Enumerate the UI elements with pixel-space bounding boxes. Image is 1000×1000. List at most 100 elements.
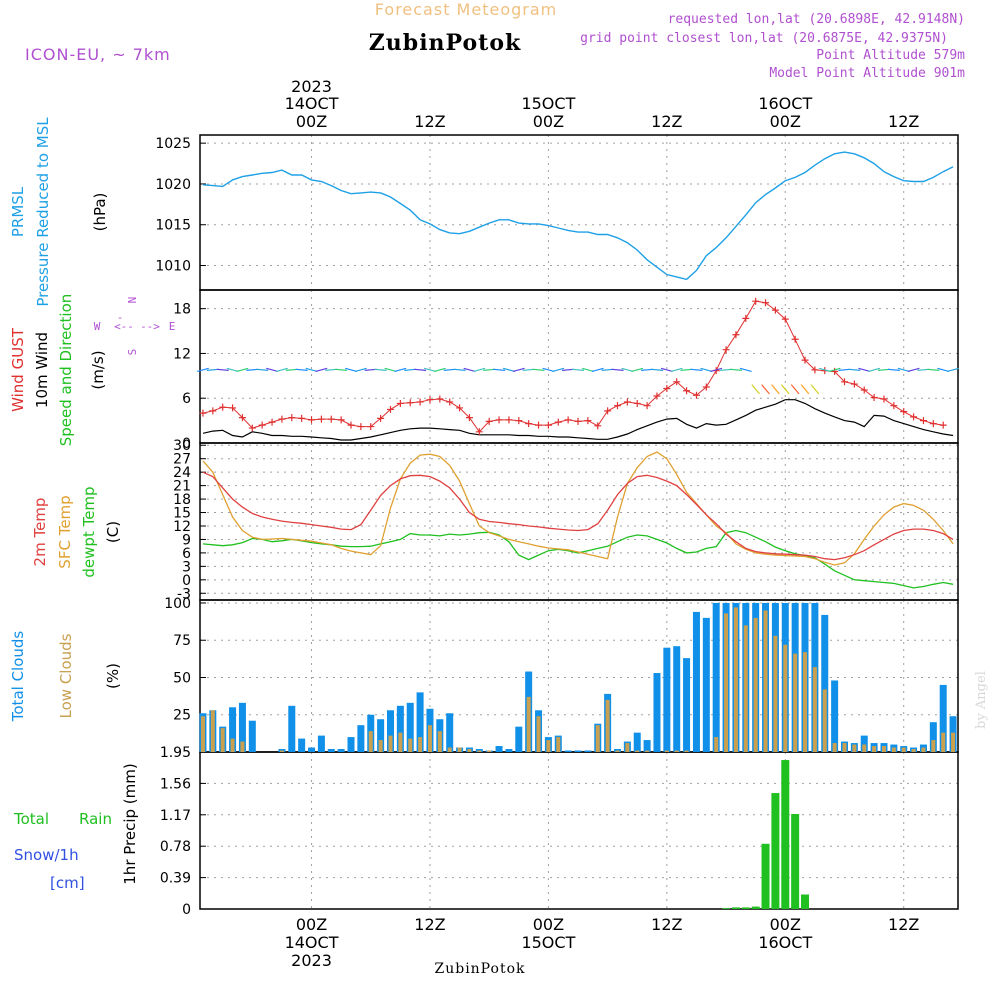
y-tick-label: 6	[182, 391, 191, 407]
low-clouds-bar	[388, 735, 393, 752]
gust-marker	[643, 402, 651, 410]
total-clouds-bar	[633, 732, 641, 752]
wind-gust-label: Wind GUST	[9, 327, 27, 412]
total-clouds-bar	[386, 710, 394, 752]
low-clouds-bar	[220, 728, 225, 752]
gust-marker	[347, 421, 355, 429]
gust-marker	[199, 409, 207, 417]
total-clouds-bar	[831, 680, 839, 752]
total-clouds-bar	[337, 749, 345, 752]
y-tick-label: 50	[173, 670, 191, 686]
total-clouds-bar	[613, 749, 621, 752]
wind-direction-arrow	[433, 367, 446, 372]
gust-marker	[604, 407, 612, 415]
gust-marker	[337, 416, 345, 424]
total-clouds-bar	[564, 750, 572, 752]
panel-frame	[199, 751, 959, 910]
total-clouds-bar	[347, 737, 355, 752]
total-clouds-bar	[475, 749, 483, 752]
panel-frame	[199, 134, 959, 291]
low-clouds-bar	[743, 625, 748, 752]
gust-marker	[544, 421, 552, 429]
gust-marker	[742, 314, 750, 322]
bottom-time-label: 00Z	[770, 915, 801, 934]
gust-marker	[475, 428, 483, 436]
wind-direction-arrow	[345, 367, 357, 372]
gust-marker	[673, 378, 681, 386]
wind-direction-arrow	[453, 368, 466, 371]
point-altitude: Point Altitude 579m	[816, 48, 965, 63]
low-clouds-bar	[881, 746, 886, 752]
grid-point: grid point closest lon,lat (20.6875E, 42…	[580, 31, 948, 46]
gust-marker	[781, 315, 789, 323]
total-clouds-bar	[377, 719, 385, 752]
gust-marker	[505, 416, 513, 424]
gust-marker	[308, 416, 316, 424]
wind-direction-arrow	[374, 368, 387, 371]
gust-marker	[357, 423, 365, 431]
compass-south-label: S	[126, 349, 139, 356]
low-clouds-bar	[605, 699, 610, 752]
gust-marker	[683, 387, 691, 395]
wind-direction-arrow	[216, 368, 229, 371]
gust-marker	[732, 331, 740, 339]
compass-west-label: W	[94, 320, 101, 333]
low-clouds-bar	[852, 744, 857, 752]
rain-bar	[731, 907, 740, 909]
gust-marker	[386, 405, 394, 413]
low-clouds-bar	[418, 737, 423, 752]
gust-marker	[564, 416, 572, 424]
low-clouds-bar	[812, 667, 817, 752]
low-clouds-bar	[872, 746, 877, 752]
location-title: ZubinPotok	[369, 30, 522, 56]
gust-marker	[515, 417, 523, 425]
y-tick-label: 27	[173, 452, 191, 468]
gust-marker	[702, 383, 710, 391]
rain-bar	[781, 760, 790, 909]
wind-direction-arrow	[502, 367, 515, 372]
rain-bar	[722, 908, 731, 909]
wind-direction-arrow	[275, 367, 288, 372]
low-clouds-bar	[714, 737, 719, 752]
panel-frame	[199, 442, 959, 601]
total-clouds-bar	[860, 735, 868, 752]
low-clouds-bar	[467, 749, 472, 752]
y-tick-label: 1025	[155, 136, 191, 152]
wind-direction-arrow	[828, 367, 841, 372]
low-clouds-bar	[200, 716, 205, 752]
wind-gust-line	[202, 300, 944, 433]
y-tick-label: 100	[164, 596, 191, 612]
gust-marker	[752, 297, 760, 305]
total-clouds-bar	[712, 602, 720, 752]
total-clouds-bar	[495, 746, 503, 752]
low-clouds-bar	[832, 743, 837, 752]
y-tick-label: 3	[182, 559, 191, 575]
wind-direction-arrow	[868, 367, 881, 372]
gust-marker	[525, 420, 533, 428]
gust-marker	[574, 417, 582, 425]
y-tick-label: 12	[173, 346, 191, 362]
gust-marker	[870, 393, 878, 401]
wind-direction-arrow	[780, 384, 790, 395]
low-clouds-label: Low Clouds	[57, 633, 75, 718]
dewpt-temp-label: dewpt Temp	[80, 486, 98, 577]
total-clouds-bar	[238, 702, 246, 752]
low-clouds-bar	[951, 732, 956, 752]
y-tick-label: 30	[173, 438, 191, 454]
pressure-line	[202, 151, 954, 281]
gust-marker	[840, 378, 848, 386]
wind-direction-arrow	[384, 367, 397, 372]
rain-bar	[801, 894, 810, 909]
y-tick-label: 12	[173, 519, 191, 535]
gust-marker	[298, 414, 306, 422]
total-clouds-bar	[278, 749, 286, 752]
gust-marker	[535, 421, 543, 429]
low-clouds-bar	[378, 740, 383, 752]
total-clouds-bar	[584, 750, 592, 752]
wind-direction-arrow	[305, 367, 318, 372]
wind-direction-arrow	[581, 367, 594, 372]
model-altitude: Model Point Altitude 901m	[769, 66, 965, 81]
wind-direction-arrow	[631, 367, 644, 372]
gust-marker	[317, 415, 325, 423]
y-tick-label: 0	[182, 436, 191, 452]
